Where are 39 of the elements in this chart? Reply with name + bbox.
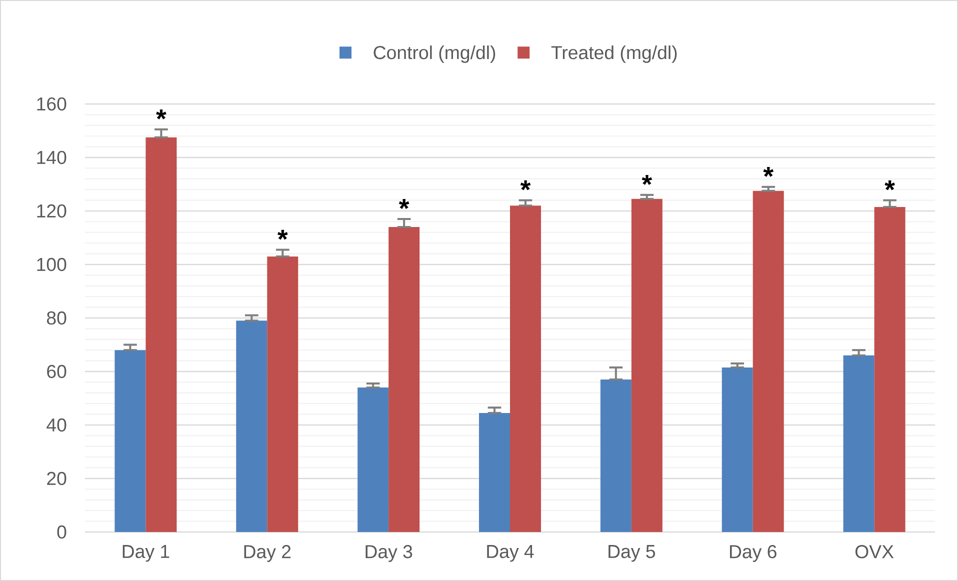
bar: [874, 206, 906, 532]
y-tick-label: 20: [47, 472, 66, 486]
legend-label: Treated (mg/dl): [551, 46, 677, 63]
x-tick-label: Day 6: [730, 545, 776, 562]
y-tick-label: 0: [57, 525, 66, 539]
bar: [631, 198, 662, 532]
annotation: *: [763, 166, 774, 177]
annotation: *: [278, 230, 288, 240]
x-tick-label: Day 1: [122, 545, 170, 562]
y-tick-label: 160: [37, 97, 66, 111]
y-tick-label: 80: [46, 311, 66, 325]
x-tick-label: Day 3: [366, 545, 412, 562]
y-tick-label: 100: [37, 258, 66, 272]
bar: [236, 320, 268, 532]
bar: [722, 367, 753, 532]
y-tick-label: 140: [37, 150, 66, 164]
bar: [267, 256, 298, 532]
x-tick-label: Day 5: [608, 545, 656, 562]
y-tick-label: 120: [37, 204, 66, 218]
bar: [843, 355, 874, 532]
annotation: *: [642, 174, 652, 185]
annotation: *: [520, 180, 531, 190]
bar: [478, 412, 510, 532]
bar: [388, 227, 420, 532]
y-tick-label: 60: [47, 364, 66, 378]
y-tick-label: 40: [46, 418, 66, 432]
legend-label: Control (mg/dl): [374, 46, 496, 63]
bar: [600, 380, 632, 532]
bar: [114, 350, 146, 532]
x-tick-label: Day 4: [487, 545, 534, 562]
annotation: *: [884, 180, 895, 190]
x-tick-label: Day 2: [244, 545, 291, 562]
annotation: *: [156, 109, 166, 120]
bar: [510, 206, 541, 532]
bar: [146, 137, 177, 532]
bar: [752, 190, 784, 532]
annotation: *: [398, 199, 410, 209]
bar: [358, 388, 389, 532]
x-tick-label: OVX: [855, 545, 894, 558]
